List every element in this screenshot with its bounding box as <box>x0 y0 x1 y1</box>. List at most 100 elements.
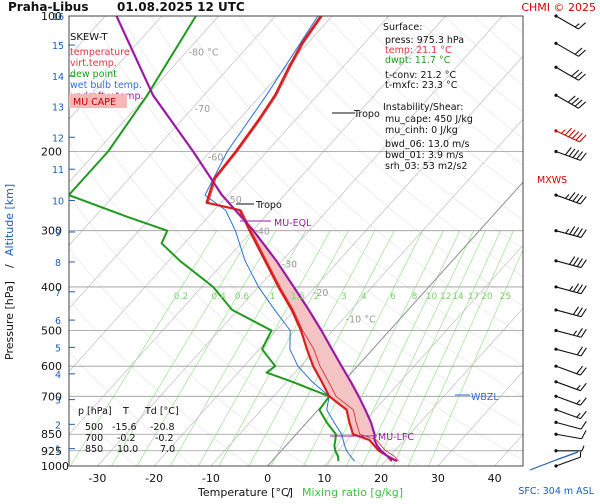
temperature-tick--30: -30 <box>88 472 106 485</box>
instability-title: Instability/Shear: <box>383 102 463 113</box>
wind-barb-115 <box>554 42 585 57</box>
isotherm-label--70: -70 <box>195 104 211 115</box>
table-row-500-p: 500 <box>85 422 103 433</box>
altitude-label-2: 2 <box>55 420 61 431</box>
wind-barb-250 <box>554 192 586 204</box>
isotherm-label--80: -80 °C <box>189 48 219 59</box>
wind-barb-550 <box>554 347 586 356</box>
mixing-line-25 <box>429 231 532 466</box>
dry-adiabat-450 <box>444 16 600 466</box>
altitude-label-11: 11 <box>52 165 64 176</box>
wind-barb-130 <box>554 66 585 81</box>
series-temperature <box>207 16 392 461</box>
srh-03-value: srh_03: 53 m2/s2 <box>385 161 467 172</box>
altitude-label-3: 3 <box>55 396 61 407</box>
isotherm-label--60: -60 <box>208 152 224 163</box>
temperature-tick-0: 0 <box>264 472 271 485</box>
mixing-label-6: 6 <box>390 292 396 302</box>
temperature-tick-10: 10 <box>317 472 331 485</box>
table-row-700-p: 700 <box>85 433 103 444</box>
wind-barb-650 <box>554 380 586 390</box>
mxws-label: MXWS <box>537 175 567 186</box>
mixing-label-12: 12 <box>440 292 451 302</box>
isotherm-30 <box>438 16 600 466</box>
surface-dwpt: dwpt: 11.7 °C <box>385 55 451 66</box>
wind-barb-925 <box>554 446 584 453</box>
x-axis-title: Temperature [°C] / Mixing ratio [g/kg] <box>197 486 403 499</box>
mu-eql-label: MU-EQL <box>274 218 312 229</box>
y-axis-pressure: Pressure [hPa] <box>3 281 16 360</box>
y-axis-altitude: Altitude [km] <box>3 184 16 256</box>
wind-barb-350 <box>554 257 586 268</box>
mixing-label-20: 20 <box>481 292 493 302</box>
legend-wet-bulb: wet bulb temp. <box>70 80 142 91</box>
table-row-500-td: -20.8 <box>150 422 175 433</box>
legend-dew-point: dew point <box>70 69 117 80</box>
wind-barb-450 <box>554 307 586 317</box>
mixing-label-0.6: 0.6 <box>235 292 250 302</box>
table-row-700-t: -0.2 <box>117 433 136 444</box>
surface-title: Surface: <box>383 22 422 33</box>
temperature-tick-40: 40 <box>488 472 502 485</box>
legend-title: SKEW-T <box>70 32 108 43</box>
mixing-line-17 <box>393 231 500 466</box>
isotherm-label--30: -30 <box>282 260 298 271</box>
mu-cape-value: mu_cape: 450 J/kg <box>385 114 473 125</box>
copyright: CHMI © 2025 <box>521 1 596 14</box>
surface-panel: Surface: press: 975.3 hPa temp: 21.1 °C … <box>383 22 464 91</box>
mixing-label-1.5: 1.5 <box>291 292 305 302</box>
temperature-tick--10: -10 <box>202 472 220 485</box>
mixing-label-2: 2 <box>314 292 320 302</box>
wind-barb-500 <box>554 328 586 337</box>
table-row-850-td: 7.0 <box>160 444 175 455</box>
mixing-label-14: 14 <box>452 292 464 302</box>
mixing-ratio-lines <box>70 231 531 466</box>
temperature-tick--20: -20 <box>145 472 163 485</box>
legend-temperature: temperature <box>70 47 130 58</box>
mixing-label-3: 3 <box>341 292 347 302</box>
mixing-line-20 <box>408 231 513 466</box>
table-header-t: T <box>122 406 129 417</box>
wind-barb-850 <box>554 430 586 438</box>
altitude-label-13: 13 <box>52 103 64 114</box>
table-row-500-t: -15.6 <box>112 422 137 433</box>
altitude-label-6: 6 <box>55 316 61 327</box>
cape-area <box>250 231 375 437</box>
altitude-label-15: 15 <box>52 41 64 52</box>
wind-barbs <box>530 14 586 470</box>
isotherm-40 <box>495 16 600 466</box>
mixing-label-25: 25 <box>500 292 511 302</box>
table-row-700-td: -0.2 <box>155 433 174 444</box>
level-table: p [hPa] T Td [°C] 500 -15.6 -20.8 700 -0… <box>78 406 179 455</box>
wind-barb-750 <box>554 408 586 418</box>
mu-lfc-label: MU-LFC <box>378 432 414 443</box>
sounding-datetime: 01.08.2025 12 UTC <box>117 0 245 14</box>
instability-panel: Instability/Shear: mu_cape: 450 J/kg mu_… <box>383 102 473 172</box>
dry-adiabat-410 <box>327 16 600 466</box>
altitude-label-10: 10 <box>52 196 64 207</box>
altitude-label-12: 12 <box>52 133 64 144</box>
isotherm-50 <box>551 16 600 466</box>
mixing-label-0.4: 0.4 <box>212 292 227 302</box>
altitude-label-9: 9 <box>55 228 61 239</box>
mixing-label-0.2: 0.2 <box>174 292 188 302</box>
wind-barb-200 <box>554 147 586 160</box>
mixing-label-17: 17 <box>468 292 479 302</box>
altitude-label-14: 14 <box>52 72 64 83</box>
table-row-850-p: 850 <box>85 444 103 455</box>
mixing-line-12 <box>362 231 474 466</box>
wind-barb-300 <box>554 226 586 237</box>
mixing-line-8 <box>327 231 443 466</box>
altitude-label-4: 4 <box>55 370 61 381</box>
isotherm-10 <box>324 16 600 466</box>
surface-wind-segment <box>530 460 556 470</box>
mixing-label-4: 4 <box>361 292 367 302</box>
table-header-td: Td [°C] <box>144 406 179 417</box>
wind-barb-700 <box>554 395 586 405</box>
y-axis-title: Pressure [hPa] / Altitude [km] <box>3 184 16 360</box>
wind-barb-600 <box>554 365 586 375</box>
pressure-tick-200: 200 <box>41 145 62 158</box>
